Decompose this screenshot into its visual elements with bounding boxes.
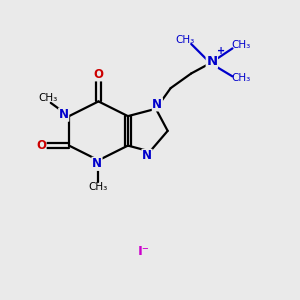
Text: N: N: [142, 149, 152, 162]
Text: CH₃: CH₃: [232, 40, 251, 50]
Text: O: O: [94, 68, 103, 81]
Text: CH₃: CH₃: [232, 73, 251, 83]
Text: O: O: [36, 139, 46, 152]
Text: CH₃: CH₃: [175, 34, 194, 45]
Text: CH₃: CH₃: [89, 182, 108, 192]
Text: N: N: [206, 55, 218, 68]
Text: +: +: [218, 46, 226, 56]
Text: N: N: [92, 157, 102, 170]
Text: N: N: [152, 98, 162, 111]
Text: CH₃: CH₃: [39, 93, 58, 103]
Text: I⁻: I⁻: [138, 245, 150, 258]
Text: N: N: [59, 108, 69, 121]
